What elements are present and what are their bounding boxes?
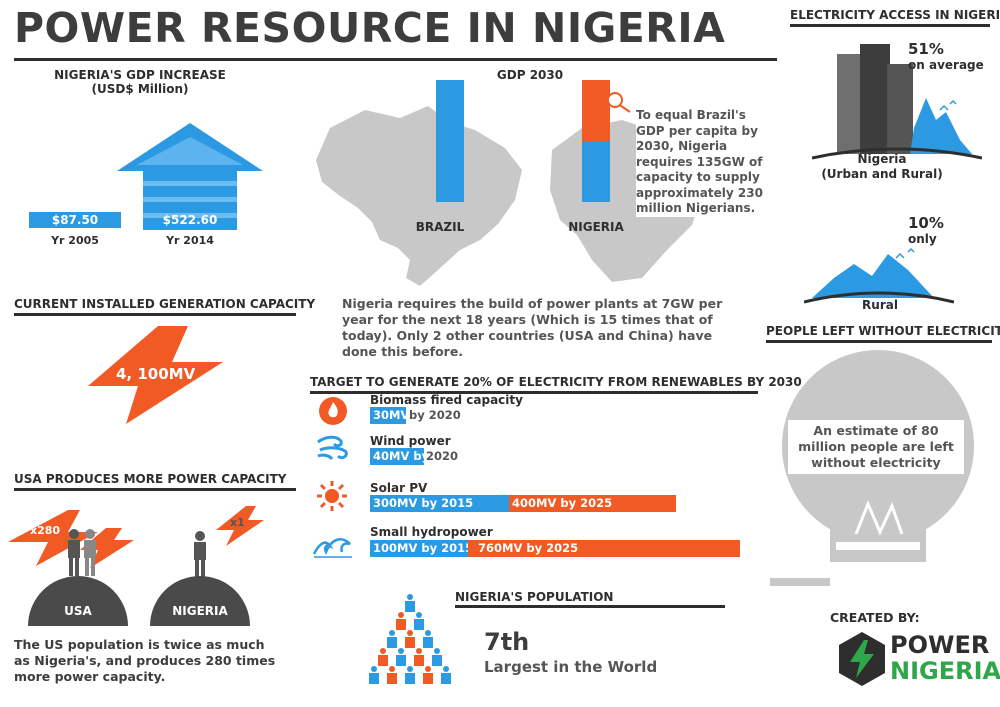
without-heading: PEOPLE LEFT WITHOUT ELECTRICITY [766,324,1000,338]
sun-icon [317,481,347,511]
wind-suffix: 2020 [426,449,459,463]
person-icon [405,594,415,612]
biomass-suffix: by 2020 [409,408,461,422]
wind-bar: 40MV by [370,448,429,465]
rural-percentage: 10% [908,214,944,232]
gdp-2014-value: $522.60 [162,213,218,227]
nigeria-map-label: NIGERIA [568,220,624,234]
gdp-2014-year: Yr 2014 [166,234,214,247]
usa-people-icon [68,529,96,576]
urban-percentage: 51% [908,40,944,58]
person-icon [396,612,406,630]
person-icon [423,666,433,684]
wave-icon [312,538,352,558]
rural-mountains-icon [804,247,954,304]
city-skyline-icon [812,44,982,160]
capacity-heading: CURRENT INSTALLED GENERATION CAPACITY [14,297,316,311]
person-icon [396,648,406,666]
usa-globe [28,576,128,626]
without-text: An estimate of 80 million people are lef… [788,420,964,474]
usa-multiplier: x280 [30,524,61,537]
person-icon [378,648,388,666]
nigeria-globe-label: NIGERIA [172,604,228,618]
gdp-increase-unit: (USD$ Million) [91,82,189,96]
logo-word-nigeria: NIGERIA [890,657,1000,685]
callout-pointer [596,88,631,113]
usa-divider [14,488,296,491]
biomass-bar: 30MV [370,407,409,424]
capacity-value: 4, 100MV [116,365,196,383]
population-pyramid-icon [369,594,451,684]
renewables-heading: TARGET TO GENERATE 20% OF ELECTRICITY FR… [310,375,802,389]
nigeria-person-icon [194,531,206,578]
brazil-map [316,106,522,286]
gdp-2030-callout: To equal Brazil's GDP per capita by 2030… [636,108,778,217]
urban-label-line2: (Urban and Rural) [821,167,943,181]
rural-label: Rural [862,298,898,312]
gdp-increase-heading: NIGERIA'S GDP INCREASE [54,68,226,82]
hydro-name: Small hydropower [370,525,493,539]
renewables-divider [310,391,758,394]
power-nigeria-logo-icon [839,632,885,686]
lightning-bolt-icon [88,326,223,424]
person-icon [387,666,397,684]
person-icon [432,648,442,666]
gdp-growth-arrow-icon [117,123,263,230]
rural-percentage-sub: only [908,232,937,246]
population-rank-label: Largest in the World [484,658,658,676]
usa-label: USA [64,604,92,618]
hydro-bar-2015: 100MV by 2015 [370,540,473,557]
nigeria-lightning-icon [216,506,264,546]
flame-icon [319,397,347,425]
page-title: POWER RESOURCE IN NIGERIA [14,4,726,52]
access-heading: ELECTRICITY ACCESS IN NIGERIA [790,8,1000,22]
nigeria-gdp-bar [582,80,610,202]
gdp-2030-heading: GDP 2030 [496,68,564,82]
access-divider [790,24,990,27]
gdp-2005-year: Yr 2005 [51,234,99,247]
solar-name: Solar PV [370,481,428,495]
person-icon [423,630,433,648]
solar-bar-2025: 400MV by 2025 [509,495,676,512]
hydro-bar-2025: 760MV by 2025 [468,540,740,557]
person-icon [441,666,451,684]
urban-percentage-sub: on average [908,58,984,72]
brazil-label: BRAZIL [415,220,465,234]
capacity-divider [14,313,296,316]
population-rank: 7th [484,628,530,656]
logo-word-power: POWER [890,631,990,659]
without-divider [766,340,992,343]
usa-heading: USA PRODUCES MORE POWER CAPACITY [14,472,287,486]
population-divider [455,605,725,608]
brazil-gdp-bar [436,80,464,202]
title-divider [14,58,777,61]
nigeria-globe [150,576,250,626]
usa-description: The US population is twice as much as Ni… [14,637,276,684]
solar-bar-2015: 300MV by 2015 [370,495,509,512]
person-icon [414,648,424,666]
wind-name: Wind power [370,434,451,448]
gdp-2005-value: $87.50 [29,212,121,228]
wind-icon [317,435,348,460]
population-heading: NIGERIA'S POPULATION [455,590,614,604]
person-icon [369,666,379,684]
created-by-label: CREATED BY: [830,610,920,625]
person-icon [405,666,415,684]
biomass-name: Biomass fired capacity [370,393,523,407]
power-plant-requirement: Nigeria requires the build of power plan… [342,296,723,359]
person-icon [405,630,415,648]
urban-label-line1: Nigeria [857,152,907,166]
nigeria-multiplier: x1 [230,516,245,529]
person-icon [414,612,424,630]
person-icon [387,630,397,648]
usa-lightning-icon [8,510,134,568]
